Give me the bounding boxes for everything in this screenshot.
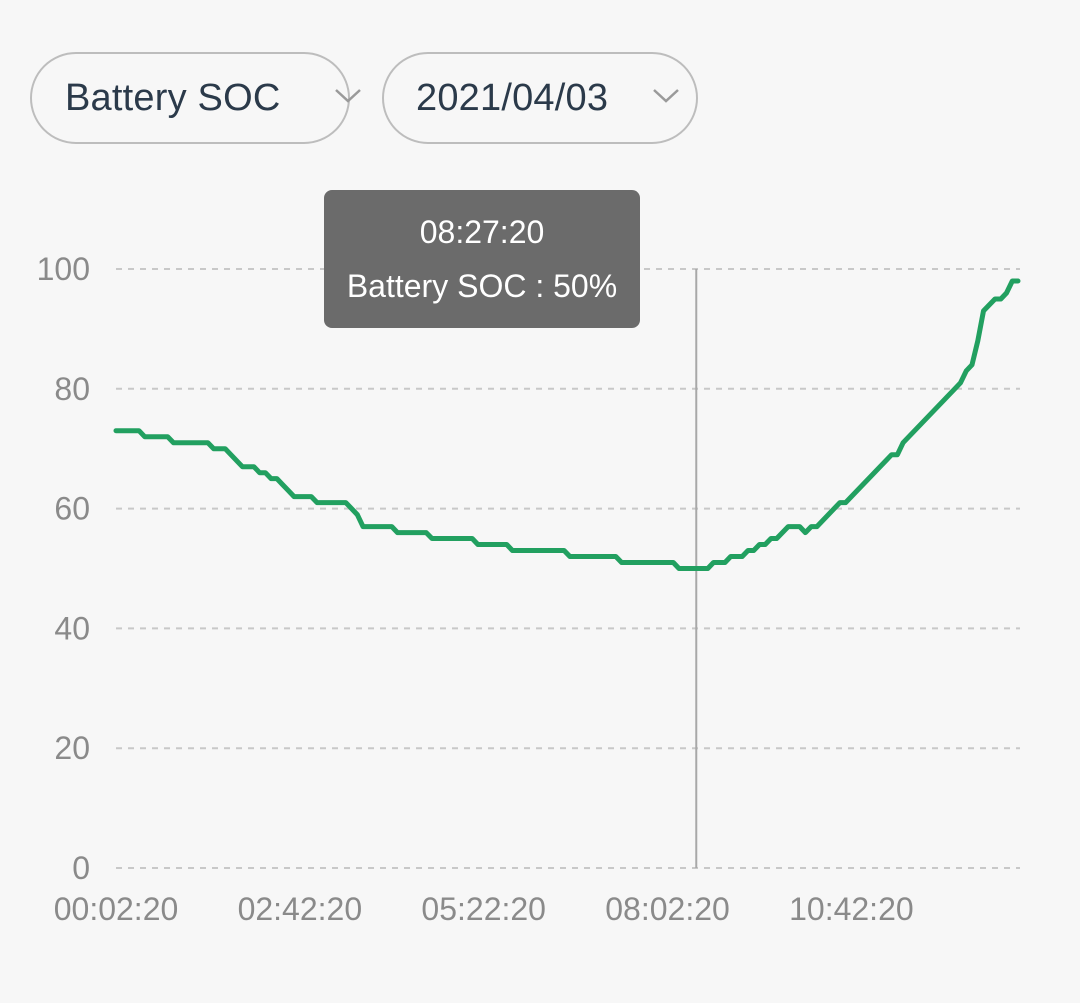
x-tick-label: 08:02:20 [605,891,730,927]
x-tick-label: 10:42:20 [789,891,914,927]
y-tick-label: 0 [72,850,90,886]
x-tick-label: 02:42:20 [238,891,363,927]
y-axis-ticks: 0 20 40 60 80 100 [37,251,90,886]
y-tick-label: 60 [54,491,90,527]
y-tick-label: 100 [37,251,90,287]
x-tick-label: 05:22:20 [421,891,546,927]
chart-tooltip: 08:27:20 Battery SOC : 50% [324,190,640,328]
date-dropdown-label: 2021/04/03 [416,76,609,119]
date-dropdown[interactable]: 2021/04/03 [382,52,698,144]
x-tick-label: 00:02:20 [54,891,179,927]
grid-lines [116,268,1020,869]
chevron-down-icon [335,89,361,103]
y-tick-label: 40 [54,610,90,646]
chevron-down-icon [653,89,679,103]
tooltip-value: Battery SOC : 50% [346,268,618,304]
y-tick-label: 80 [54,371,90,407]
series-line-battery-soc [113,278,1021,571]
x-axis-ticks: 00:02:20 02:42:20 05:22:20 08:02:20 10:42:20 [54,891,914,927]
metric-dropdown[interactable]: Battery SOC [30,52,361,144]
y-tick-label: 20 [54,730,90,766]
tooltip-time: 08:27:20 [419,214,545,250]
metric-dropdown-label: Battery SOC [65,76,281,119]
